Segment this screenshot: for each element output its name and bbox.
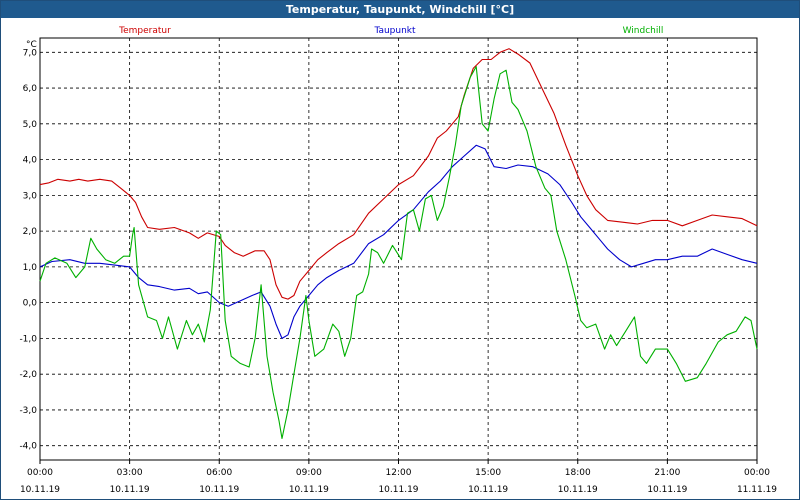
x-tick-time: 12:00: [386, 468, 412, 478]
y-tick-label: 3,0: [23, 191, 38, 201]
x-tick-time: 03:00: [117, 468, 143, 478]
series-line-windchill: [39, 66, 758, 440]
y-tick-label: -4,0: [19, 442, 37, 452]
series-line-taupunkt: [39, 144, 758, 339]
y-tick-label: 0,0: [23, 299, 38, 309]
x-tick-date: 10.11.19: [289, 485, 329, 495]
x-tick-time: 18:00: [565, 468, 591, 478]
x-tick-date: 10.11.19: [468, 485, 508, 495]
legend-temperatur: Temperatur: [118, 26, 171, 36]
y-tick-label: 6,0: [23, 84, 38, 94]
x-tick-date: 10.11.19: [20, 485, 60, 495]
x-tick-time: 06:00: [206, 468, 232, 478]
y-tick-label: 4,0: [23, 156, 38, 166]
x-tick-time: 00:00: [744, 468, 770, 478]
y-tick-label: -1,0: [19, 334, 37, 344]
y-tick-label: -2,0: [19, 370, 37, 380]
y-tick-label: 5,0: [23, 120, 38, 130]
legend: Temperatur Taupunkt Windchill: [118, 26, 663, 36]
x-tick-date: 10.11.19: [558, 485, 598, 495]
y-tick-label: 1,0: [23, 263, 38, 273]
tick-labels: 7,0 6,0 5,0 4,0 3,0 2,0 1,0 0,0 -1,0 -2,0 -3,0 -4,0…: [19, 40, 777, 495]
x-tick-date: 10.11.19: [110, 485, 150, 495]
x-tick-time: 15:00: [475, 468, 501, 478]
x-tick-time: 21:00: [654, 468, 680, 478]
x-tick-date: 11.11.19: [737, 485, 777, 495]
axes: [39, 37, 758, 464]
x-tick-time: 09:00: [296, 468, 322, 478]
y-axis-unit: °C: [26, 40, 37, 50]
series-lines: [39, 48, 758, 440]
x-tick-date: 10.11.19: [647, 485, 687, 495]
y-tick-label: 7,0: [23, 48, 38, 58]
x-tick-time: 00:00: [27, 468, 53, 478]
series-line-temperatur: [39, 48, 758, 300]
legend-windchill: Windchill: [623, 26, 664, 36]
window-title: Temperatur, Taupunkt, Windchill [°C]: [1, 1, 799, 18]
x-tick-date: 10.11.19: [378, 485, 418, 495]
grid: [40, 38, 757, 460]
legend-taupunkt: Taupunkt: [373, 26, 416, 36]
x-tick-date: 10.11.19: [199, 485, 239, 495]
y-tick-label: -3,0: [19, 406, 37, 416]
y-tick-label: 2,0: [23, 227, 38, 237]
